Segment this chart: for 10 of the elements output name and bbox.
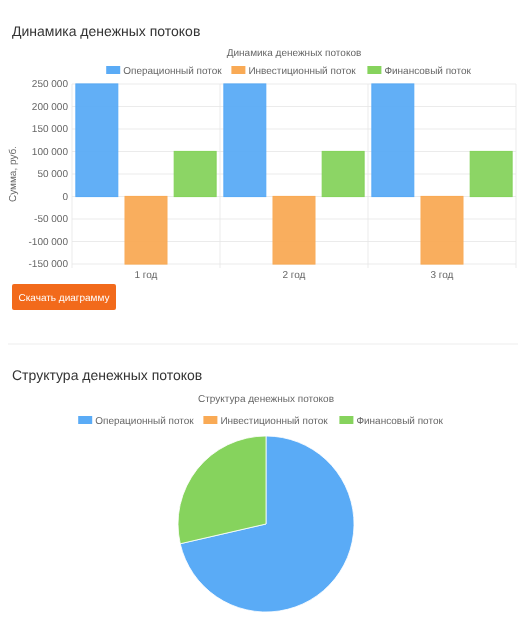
bar xyxy=(321,150,365,198)
bar xyxy=(469,150,513,198)
bar xyxy=(371,83,415,198)
bar xyxy=(173,150,217,198)
bar xyxy=(75,83,119,198)
bar xyxy=(420,195,464,265)
bar xyxy=(272,195,316,265)
bar xyxy=(223,83,267,198)
bar xyxy=(124,195,168,265)
pie-slice xyxy=(179,435,355,613)
